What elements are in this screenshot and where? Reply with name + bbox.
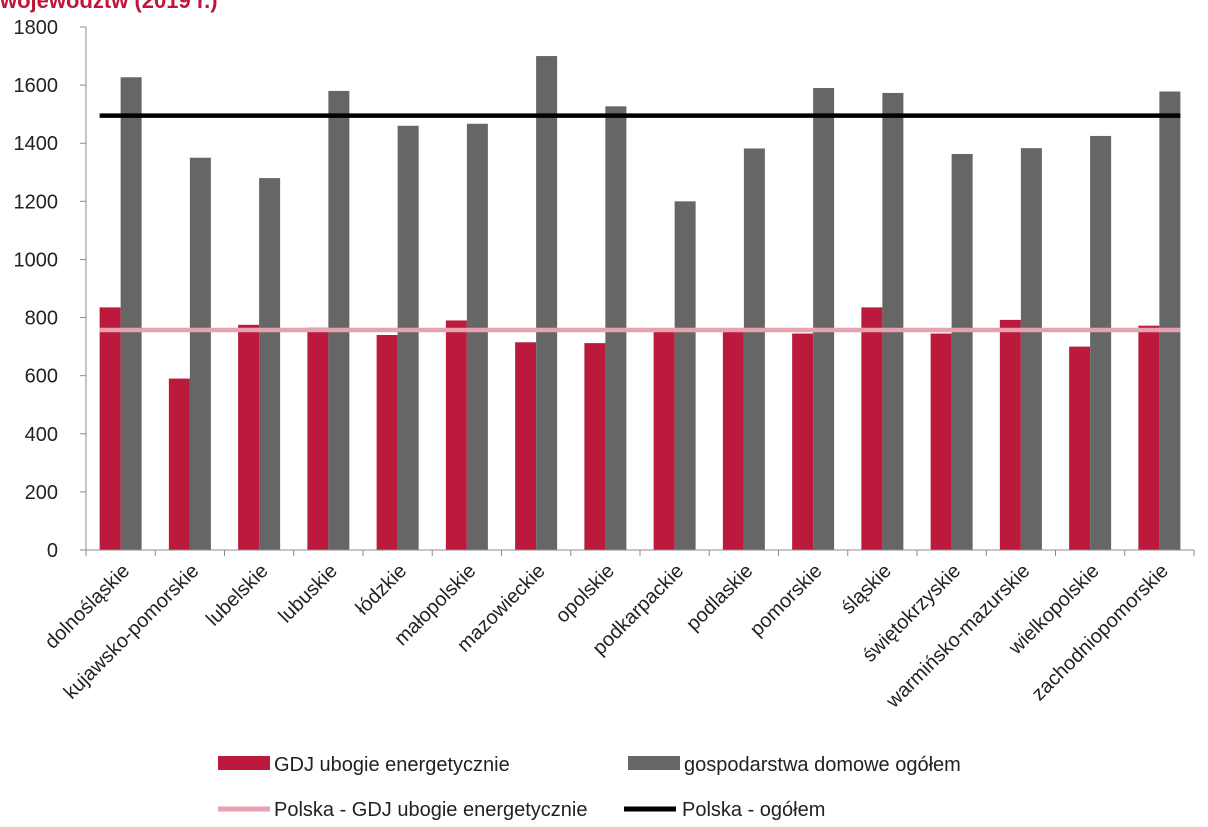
- y-tick-label: 1000: [14, 249, 59, 271]
- bar-gospodarstwa-ogolem: [1159, 91, 1181, 551]
- x-tick-label: śląskie: [837, 560, 896, 619]
- bar-gospodarstwa-ogolem: [674, 201, 696, 551]
- x-tick-label: zachodniopomorskie: [1028, 560, 1173, 705]
- y-tick-label: 600: [25, 366, 58, 388]
- bar-gdj-ubogie: [238, 324, 260, 550]
- y-tick-label: 1200: [14, 191, 59, 213]
- bar-gospodarstwa-ogolem: [120, 77, 142, 550]
- bar-gospodarstwa-ogolem: [1090, 135, 1112, 551]
- bar-gospodarstwa-ogolem: [813, 88, 835, 551]
- bar-gdj-ubogie: [653, 330, 675, 550]
- x-tick-label: opolskie: [551, 560, 618, 627]
- reference-lines: [99, 113, 1181, 333]
- legend-label-polska-gdj: Polska - GDJ ubogie energetycznie: [274, 799, 588, 821]
- x-tick-label: lubelskie: [202, 560, 273, 631]
- bar-gdj-ubogie: [168, 378, 190, 550]
- bar-gospodarstwa-ogolem: [743, 148, 765, 551]
- bar-gdj-ubogie: [1138, 325, 1160, 550]
- y-tick-label: 200: [25, 482, 58, 504]
- bar-gdj-ubogie: [584, 343, 606, 550]
- y-tick-label: 0: [47, 540, 58, 562]
- y-tick-label: 400: [25, 424, 58, 446]
- bar-gdj-ubogie: [722, 330, 744, 550]
- legend-label-polska-ogolem: Polska - ogółem: [682, 799, 825, 821]
- legend: GDJ ubogie energetycznie gospodarstwa do…: [218, 754, 961, 821]
- bar-gdj-ubogie: [930, 333, 952, 550]
- bar-gospodarstwa-ogolem: [882, 92, 904, 550]
- bar-gospodarstwa-ogolem: [951, 153, 973, 550]
- bar-gdj-ubogie: [307, 327, 329, 550]
- y-tick-label: 1800: [14, 17, 59, 39]
- bar-gospodarstwa-ogolem: [328, 90, 350, 550]
- bar-gospodarstwa-ogolem: [536, 56, 558, 551]
- bar-gospodarstwa-ogolem: [259, 178, 281, 551]
- x-tick-label: łódzkie: [352, 560, 412, 620]
- bar-gdj-ubogie: [515, 342, 537, 550]
- bar-gospodarstwa-ogolem: [397, 125, 419, 551]
- bar-gospodarstwa-ogolem: [466, 123, 488, 550]
- legend-swatch-ogolem: [628, 756, 680, 770]
- y-tick-label: 1600: [14, 75, 59, 97]
- y-axis: 0 200 400 600 800 1000 1200 1400 1600 1800: [14, 17, 87, 562]
- legend-swatch-gdj: [218, 756, 270, 770]
- x-tick-label: pomorskie: [746, 560, 827, 641]
- bar-gdj-ubogie: [376, 334, 398, 550]
- legend-label-gdj: GDJ ubogie energetycznie: [274, 754, 510, 776]
- bar-gdj-ubogie: [1069, 346, 1091, 550]
- bar-gospodarstwa-ogolem: [1020, 148, 1042, 550]
- y-tick-label: 1400: [14, 133, 59, 155]
- bar-gdj-ubogie: [999, 319, 1021, 550]
- x-tick-label: kujawsko-pomorskie: [60, 560, 204, 704]
- x-tick-label: lubuskie: [274, 560, 341, 627]
- bar-gdj-ubogie: [861, 307, 883, 550]
- bar-gospodarstwa-ogolem: [189, 157, 211, 550]
- y-tick-label: 800: [25, 308, 58, 330]
- bar-gdj-ubogie: [99, 307, 121, 550]
- bar-series-group: [99, 56, 1181, 551]
- legend-label-ogolem: gospodarstwa domowe ogółem: [684, 754, 961, 776]
- chart-title: wojewodztw (2019 r.): [0, 0, 218, 13]
- bar-gdj-ubogie: [792, 333, 814, 550]
- bar-gdj-ubogie: [445, 320, 467, 550]
